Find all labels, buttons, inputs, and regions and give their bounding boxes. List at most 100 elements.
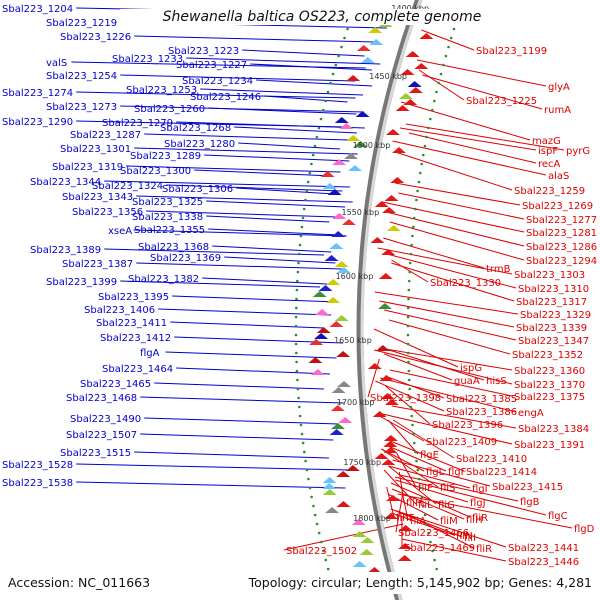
gene-arrow (383, 447, 398, 453)
reverse-leader-line (373, 328, 459, 368)
gc-marker (343, 36, 346, 40)
gene-arrow (336, 351, 351, 357)
reverse-leader-line (421, 29, 475, 51)
forward-gene-label: Sbal223_1507 (66, 430, 137, 441)
gene-arrow (360, 57, 375, 63)
gene-arrow (338, 417, 353, 423)
reverse-leader-line (397, 493, 573, 529)
gene-arrow (355, 111, 370, 117)
reverse-leader-line (391, 488, 465, 520)
gene-arrow (351, 519, 366, 525)
reverse-leader-line (395, 479, 469, 503)
reverse-gene-label: fliM (440, 516, 458, 527)
gc-marker (420, 495, 424, 499)
gene-arrow (348, 165, 362, 171)
gc-marker (411, 234, 414, 238)
gene-arrow (398, 543, 413, 549)
gc-marker (422, 504, 425, 508)
kbp-tick-label: 1700 kbp (337, 398, 375, 407)
gene-arrow (400, 69, 415, 75)
gc-marker (315, 135, 319, 139)
gene-arrow (331, 231, 346, 237)
gc-marker (326, 567, 330, 571)
gene-arrow (395, 105, 410, 111)
forward-gene-label: valS (46, 58, 67, 69)
forward-gene-label: Sbal223_1343 (62, 192, 133, 203)
reverse-gene-label: Sbal223_1441 (508, 543, 579, 554)
gene-arrow (369, 39, 384, 45)
forward-leader-line (104, 180, 350, 188)
gc-marker (296, 378, 299, 382)
gc-marker (407, 378, 411, 382)
forward-gene-label: Sbal223_1412 (100, 333, 171, 344)
forward-gene-label: Sbal223_1538 (2, 478, 73, 489)
reverse-gene-label: fliR (476, 544, 492, 555)
reverse-leader-line (389, 369, 513, 397)
gc-marker (409, 405, 413, 409)
reverse-leader-line (408, 132, 537, 164)
forward-gene-label: Sbal223_1253 (126, 85, 197, 96)
reverse-gene-label: Sbal223_1339 (516, 323, 587, 334)
reverse-gene-label: Sbal223_1310 (518, 284, 589, 295)
forward-leader-line (236, 187, 336, 195)
gc-marker (310, 495, 313, 499)
gene-arrow (390, 177, 405, 183)
gene-arrow (336, 267, 351, 273)
gc-marker (407, 351, 410, 355)
reverse-leader-line (377, 414, 425, 442)
reverse-gene-label: flgE (420, 450, 439, 461)
reverse-gene-label: flgD (574, 524, 595, 535)
gc-marker (299, 234, 303, 238)
reverse-gene-label: Sbal223_1502 (286, 546, 357, 557)
kbp-tick-label: 1750 kbp (343, 458, 381, 467)
reverse-leader-line (383, 237, 485, 269)
reverse-leader-line (401, 538, 507, 562)
reverse-gene-label: glyA (548, 82, 570, 93)
kbp-ticks: 1400 kbp 1450 kbp 1500 kbp 1550 kbp 1600 kbp… (334, 4, 429, 523)
forward-leader-line (134, 451, 329, 459)
forward-leader-line (208, 107, 357, 115)
gc-marker (423, 513, 427, 517)
gc-marker (313, 144, 317, 148)
gene-arrow (352, 561, 367, 567)
gc-marker (294, 333, 298, 337)
forward-gene-label: Sbal223_1395 (98, 292, 169, 303)
reverse-leader-line (375, 380, 445, 412)
forward-leader-line (120, 74, 356, 82)
gene-arrow (336, 501, 351, 507)
forward-leader-line (224, 256, 336, 264)
forward-gene-label: Sbal223_1515 (60, 448, 131, 459)
forward-gene-label: Sbal223_1319 (52, 162, 123, 173)
gene-arrow (360, 537, 375, 543)
gc-marker (295, 288, 299, 292)
gene-arrow (368, 27, 383, 33)
reverse-leader-line (382, 201, 525, 233)
gc-marker (406, 315, 410, 319)
forward-gene-label: Sbal223_1219 (46, 18, 117, 29)
reverse-gene-label: Sbal223_1347 (518, 336, 589, 347)
gene-arrow (353, 141, 368, 147)
gene-arrow (346, 135, 361, 141)
forward-leader-line (242, 49, 365, 57)
reverse-gene-label: Sbal223_1466 (398, 528, 469, 539)
forward-gene-label: Sbal223_1406 (84, 305, 155, 316)
reverse-gene-label: mazG (532, 136, 561, 147)
gc-marker (409, 396, 412, 400)
reverse-leader-line (398, 471, 405, 503)
reverse-leader-line (374, 349, 513, 385)
gene-arrow (398, 525, 413, 531)
gene-arrow (378, 273, 393, 279)
gc-marker (297, 252, 301, 256)
reverse-gene-label: Sbal223_1259 (514, 186, 585, 197)
gc-marker (419, 486, 422, 490)
gc-marker (304, 198, 307, 202)
reverse-gene-label: fliS (440, 483, 455, 494)
gc-marker (406, 342, 410, 346)
forward-leader-line (76, 481, 346, 489)
forward-gene-label: Sbal223_1254 (46, 71, 117, 82)
reverse-gene-label: Sbal223_1303 (514, 270, 585, 281)
forward-leader-line (76, 463, 350, 471)
gene-arrow (329, 243, 344, 249)
gc-marker (412, 216, 416, 220)
gene-arrow (379, 375, 394, 381)
